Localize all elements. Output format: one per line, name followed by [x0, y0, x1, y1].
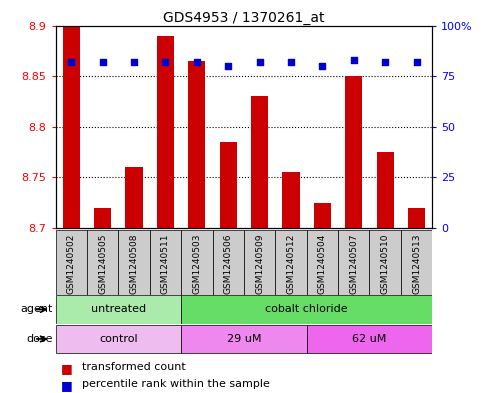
Bar: [338, 230, 369, 295]
Bar: [56, 296, 181, 324]
Bar: [63, 26, 80, 228]
Point: [319, 63, 327, 69]
Text: GSM1240505: GSM1240505: [98, 233, 107, 294]
Bar: [87, 230, 118, 295]
Text: 62 uM: 62 uM: [352, 334, 387, 344]
Text: ■: ■: [60, 362, 72, 375]
Text: GSM1240506: GSM1240506: [224, 233, 233, 294]
Bar: [126, 167, 142, 228]
Bar: [307, 325, 432, 353]
Bar: [408, 208, 425, 228]
Text: GSM1240508: GSM1240508: [129, 233, 139, 294]
Bar: [401, 230, 432, 295]
Point: [193, 59, 201, 65]
Point: [130, 59, 138, 65]
Text: dose: dose: [27, 334, 53, 344]
Point: [256, 59, 264, 65]
Bar: [213, 230, 244, 295]
Bar: [188, 61, 205, 228]
Text: GSM1240512: GSM1240512: [286, 233, 296, 294]
Bar: [314, 203, 331, 228]
Point: [287, 59, 295, 65]
Title: GDS4953 / 1370261_at: GDS4953 / 1370261_at: [163, 11, 325, 24]
Bar: [94, 208, 111, 228]
Bar: [369, 230, 401, 295]
Bar: [220, 142, 237, 228]
Point: [382, 59, 389, 65]
Point: [412, 59, 420, 65]
Point: [224, 63, 232, 69]
Text: ■: ■: [60, 379, 72, 392]
Point: [68, 59, 75, 65]
Text: untreated: untreated: [91, 305, 146, 314]
Point: [161, 59, 170, 65]
Text: GSM1240504: GSM1240504: [318, 233, 327, 294]
Text: agent: agent: [21, 305, 53, 314]
Bar: [283, 172, 299, 228]
Text: percentile rank within the sample: percentile rank within the sample: [82, 379, 270, 389]
Point: [99, 59, 107, 65]
Text: GSM1240503: GSM1240503: [192, 233, 201, 294]
Text: GSM1240511: GSM1240511: [161, 233, 170, 294]
Text: GSM1240513: GSM1240513: [412, 233, 421, 294]
Bar: [181, 296, 432, 324]
Point: [350, 57, 357, 63]
Text: control: control: [99, 334, 138, 344]
Bar: [56, 325, 181, 353]
Bar: [56, 230, 87, 295]
Bar: [377, 152, 394, 228]
Bar: [251, 96, 268, 228]
Bar: [307, 230, 338, 295]
Bar: [181, 230, 213, 295]
Bar: [157, 36, 174, 228]
Bar: [181, 325, 307, 353]
Text: GSM1240509: GSM1240509: [255, 233, 264, 294]
Bar: [244, 230, 275, 295]
Text: GSM1240507: GSM1240507: [349, 233, 358, 294]
Text: GSM1240502: GSM1240502: [67, 233, 76, 294]
Bar: [118, 230, 150, 295]
Text: transformed count: transformed count: [82, 362, 186, 371]
Bar: [150, 230, 181, 295]
Text: GSM1240510: GSM1240510: [381, 233, 390, 294]
Text: cobalt chloride: cobalt chloride: [265, 305, 348, 314]
Bar: [345, 76, 362, 228]
Text: 29 uM: 29 uM: [227, 334, 261, 344]
Bar: [275, 230, 307, 295]
